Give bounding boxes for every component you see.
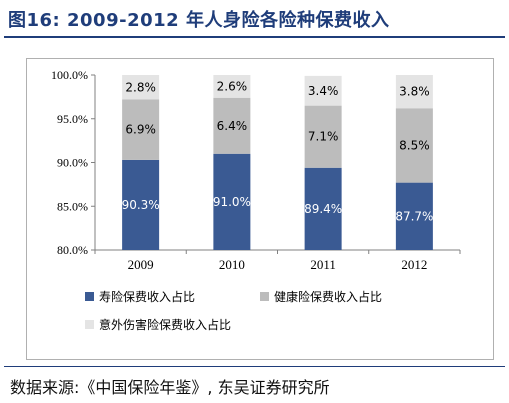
legend-label: 意外伤害险保费收入占比: [99, 317, 231, 332]
data-label: 3.4%: [308, 84, 339, 98]
x-tick-label: 2011: [310, 257, 336, 272]
data-label: 7.1%: [308, 130, 339, 144]
bar-segment: [304, 105, 342, 168]
legend-swatch: [85, 320, 94, 329]
bar-segment: [213, 75, 251, 98]
legend-label: 健康险保费收入占比: [274, 289, 382, 304]
legend-label: 寿险保费收入占比: [99, 289, 195, 304]
source-divider: [4, 366, 505, 367]
legend-swatch: [85, 292, 94, 301]
y-tick-label: 100.0%: [51, 68, 88, 82]
data-label: 6.4%: [217, 119, 248, 133]
bar-segment: [304, 75, 342, 106]
stacked-bar-chart: 80.0% 85.0% 90.0% 95.0% 100.0% 90.3% 6.9% 2.8% 2…: [51, 68, 461, 332]
data-label: 3.8%: [399, 85, 430, 99]
data-label: 87.7%: [395, 209, 433, 223]
bar-segment: [395, 182, 433, 250]
chart-title: 图16: 2009-2012 年人身险各险种保费收入: [8, 10, 390, 31]
data-label: 6.9%: [125, 123, 156, 137]
y-tick-label: 90.0%: [57, 156, 88, 170]
bar-segment: [213, 153, 251, 250]
x-tick-label: 2010: [219, 257, 245, 272]
bar-segment: [122, 99, 160, 160]
legend-swatch: [260, 292, 269, 301]
data-label: 8.5%: [399, 138, 430, 152]
y-tick-label: 95.0%: [57, 112, 88, 126]
y-tick-label: 85.0%: [57, 199, 88, 213]
title-divider: [4, 36, 505, 38]
data-source: 数据来源:《中国保险年鉴》, 东吴证券研究所: [10, 378, 330, 397]
data-label: 89.4%: [304, 202, 342, 216]
bar-segment: [395, 108, 433, 183]
bar-segment: [122, 159, 160, 250]
bar-segment: [395, 75, 433, 109]
x-tick-label: 2012: [401, 257, 427, 272]
data-label: 2.6%: [217, 79, 248, 93]
data-label: 90.3%: [122, 198, 160, 212]
data-label: 2.8%: [125, 80, 156, 94]
bar-segment: [213, 97, 251, 154]
y-tick-label: 80.0%: [57, 243, 88, 257]
data-label: 91.0%: [213, 195, 251, 209]
bar-segment: [122, 75, 160, 100]
x-tick-label: 2009: [128, 257, 154, 272]
bar-segment: [304, 167, 342, 250]
